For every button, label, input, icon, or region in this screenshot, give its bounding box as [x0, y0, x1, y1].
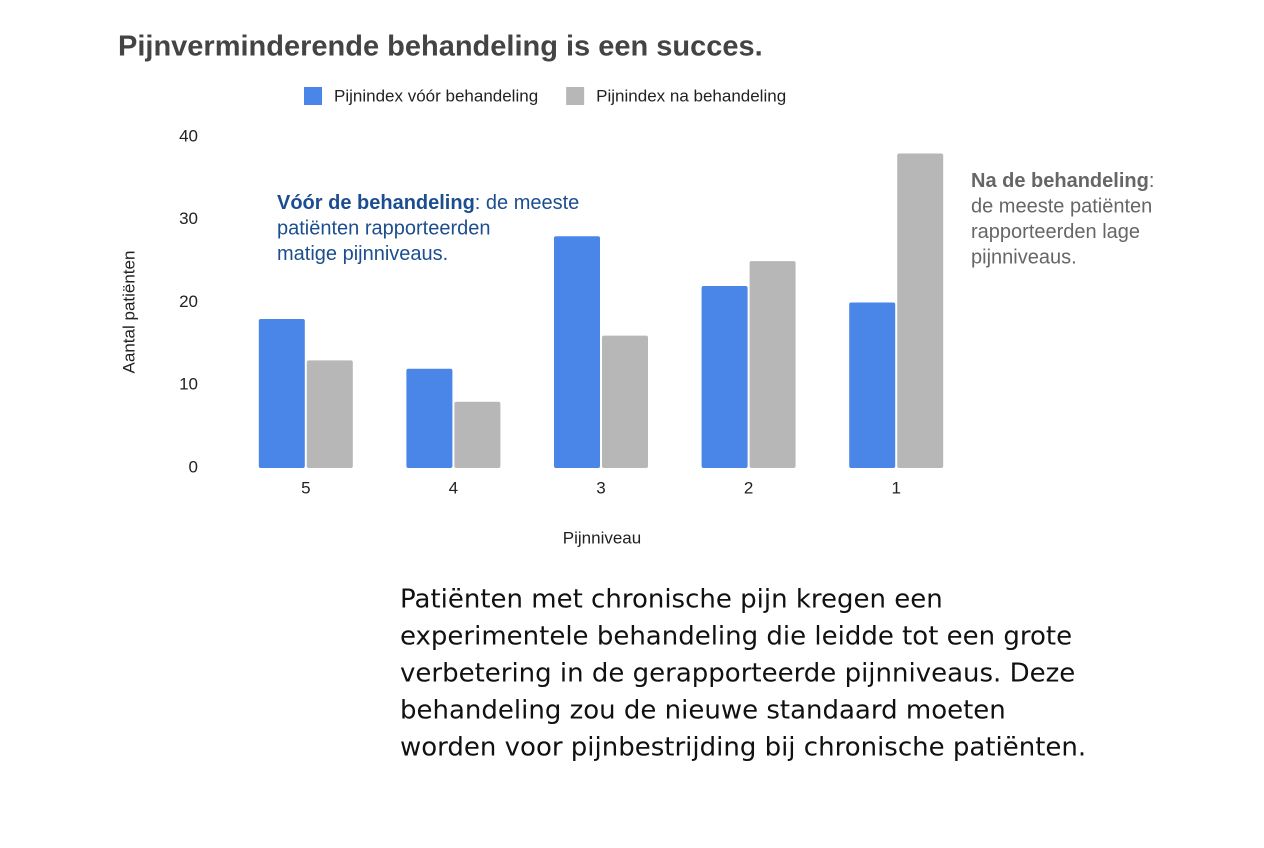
y-tick-label: 0: [189, 457, 198, 476]
y-tick-label: 30: [179, 209, 198, 228]
x-axis-label: Pijnniveau: [563, 528, 641, 547]
annotation: rapporteerden lage: [971, 221, 1140, 243]
description-line: worden voor pijnbestrijding bij chronisc…: [400, 733, 1086, 763]
annotation: pijnniveaus.: [971, 247, 1077, 269]
bar: [701, 285, 748, 468]
description-line: verbetering in de gerapporteerde pijnniv…: [400, 659, 1075, 689]
legend-swatch: [566, 87, 585, 105]
bar: [849, 302, 896, 468]
x-tick-label: 4: [449, 478, 458, 497]
y-tick-label: 40: [179, 126, 198, 145]
annotation: matige pijnniveaus.: [277, 243, 448, 265]
legend-label: Pijnindex vóór behandeling: [334, 86, 538, 105]
annotation: Na de behandeling:: [971, 170, 1154, 192]
annotation-text: : de meeste: [475, 192, 580, 214]
annotation: de meeste patiënten: [971, 196, 1152, 218]
legend-label: Pijnindex na behandeling: [596, 86, 786, 105]
annotation-text: rapporteerden lage: [971, 221, 1140, 243]
y-tick-label: 20: [179, 292, 198, 311]
bar: [897, 153, 944, 469]
description-line: experimentele behandeling die leidde tot…: [400, 622, 1072, 652]
bar: [554, 236, 600, 468]
bar: [258, 319, 305, 468]
x-tick-label: 2: [744, 478, 753, 497]
annotation-text: de meeste patiënten: [971, 196, 1152, 218]
description-line: Patiënten met chronische pijn kregen een: [400, 585, 943, 615]
annotation-bold: Na de behandeling: [971, 170, 1149, 192]
x-tick-label: 5: [301, 478, 310, 497]
bar: [602, 335, 648, 468]
bar: [306, 360, 353, 468]
annotation-text: matige pijnniveaus.: [277, 243, 448, 265]
annotation-text: patiënten rapporteerden: [277, 218, 491, 240]
legend-swatch: [304, 87, 322, 105]
bar: [749, 261, 796, 468]
x-tick-label: 1: [891, 478, 900, 497]
chart-title: Pijnverminderende behandeling is een suc…: [118, 31, 763, 63]
bar: [454, 401, 501, 468]
annotation-text: pijnniveaus.: [971, 247, 1077, 269]
bar: [406, 368, 453, 468]
description-line: behandeling zou de nieuwe standaard moet…: [400, 696, 1006, 726]
y-axis-label: Aantal patiënten: [119, 251, 138, 374]
annotation: patiënten rapporteerden: [277, 218, 491, 240]
annotation-text: :: [1149, 170, 1155, 192]
annotation: Vóór de behandeling: de meeste: [277, 192, 579, 214]
y-tick-label: 10: [179, 375, 198, 394]
annotation-bold: Vóór de behandeling: [277, 192, 475, 214]
x-tick-label: 3: [596, 478, 605, 497]
